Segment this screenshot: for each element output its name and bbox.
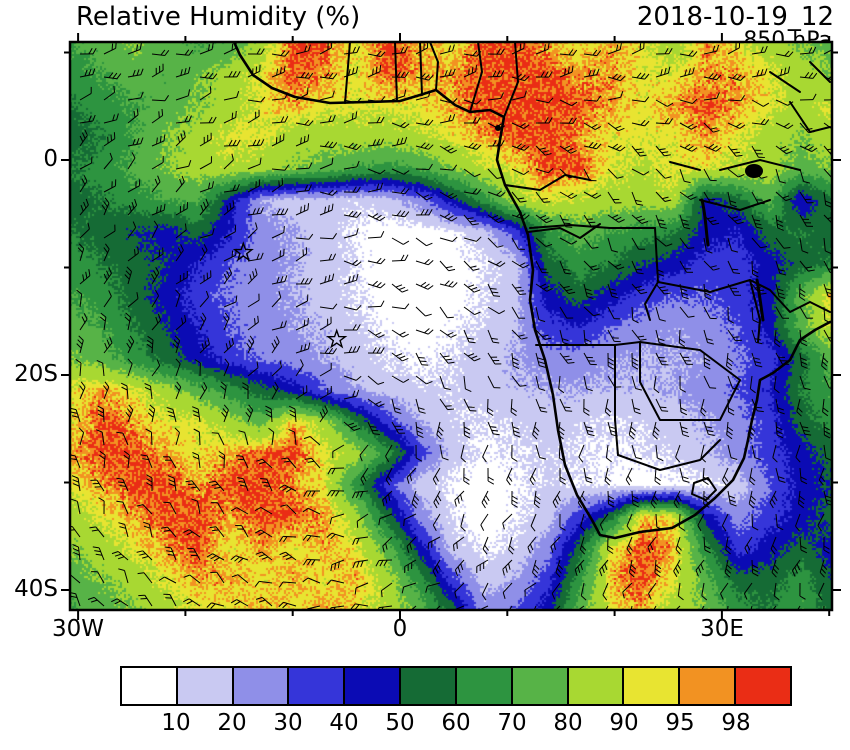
colorbar-label-70: 70 bbox=[497, 710, 527, 736]
colorbar-cell-10 bbox=[680, 668, 737, 704]
colorbar-label-95: 95 bbox=[665, 710, 695, 736]
y-tick-label-0: 0 bbox=[43, 146, 58, 172]
colorbar-cell-2 bbox=[233, 668, 290, 704]
colorbar-cell-0 bbox=[122, 668, 178, 704]
colorbar bbox=[120, 666, 792, 706]
colorbar-label-40: 40 bbox=[329, 710, 359, 736]
x-tick-label-30e: 30E bbox=[700, 616, 744, 642]
colorbar-cell-4 bbox=[345, 668, 402, 704]
x-tick-label-30w: 30W bbox=[51, 616, 104, 642]
colorbar-cell-9 bbox=[624, 668, 681, 704]
y-tick-label-20s: 20S bbox=[14, 361, 58, 387]
colorbar-cell-3 bbox=[289, 668, 346, 704]
datetime-label: 2018-10-19_12 bbox=[636, 2, 834, 32]
colorbar-cell-8 bbox=[568, 668, 625, 704]
colorbar-cell-6 bbox=[456, 668, 513, 704]
x-tick-label-0: 0 bbox=[392, 616, 408, 642]
colorbar-label-90: 90 bbox=[609, 710, 639, 736]
page-title: Relative Humidity (%) bbox=[76, 2, 361, 32]
colorbar-label-20: 20 bbox=[217, 710, 247, 736]
y-tick-label-40s: 40S bbox=[14, 576, 58, 602]
colorbar-label-60: 60 bbox=[441, 710, 471, 736]
colorbar-label-10: 10 bbox=[161, 710, 191, 736]
colorbar-cell-11 bbox=[736, 668, 790, 704]
colorbar-cell-5 bbox=[401, 668, 457, 704]
colorbar-label-50: 50 bbox=[385, 710, 415, 736]
colorbar-cell-7 bbox=[512, 668, 569, 704]
colorbar-label-80: 80 bbox=[553, 710, 583, 736]
colorbar-label-98: 98 bbox=[721, 710, 751, 736]
rh-field-canvas bbox=[70, 42, 832, 610]
colorbar-cell-1 bbox=[177, 668, 234, 704]
colorbar-label-30: 30 bbox=[273, 710, 303, 736]
